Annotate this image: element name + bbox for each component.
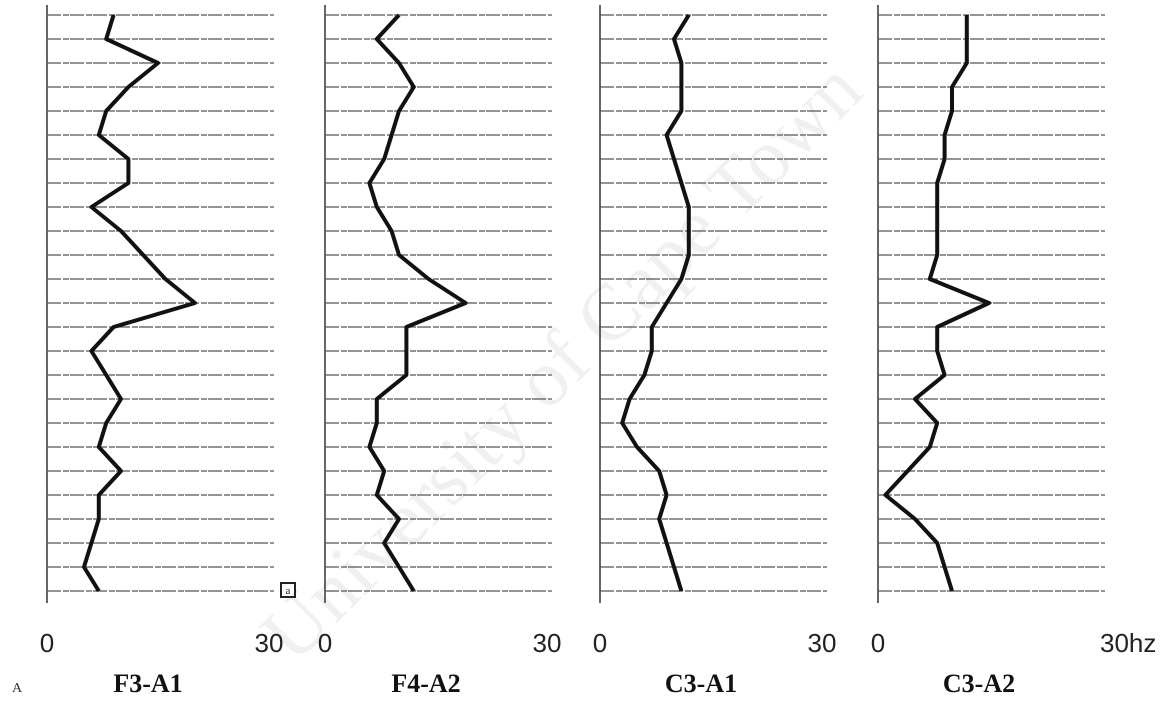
spectral-edge-line	[620, 13, 691, 592]
x-tick-label: 30hz	[1100, 628, 1156, 658]
panel-title: F3-A1	[113, 669, 182, 698]
panel-marker-box	[280, 582, 296, 598]
spectral-edge-line	[367, 13, 468, 593]
panel-title: C3-A2	[943, 669, 1015, 698]
x-tick-label: 30	[255, 628, 284, 658]
watermark: University of Cape Town	[245, 45, 879, 679]
x-tick-label: 0	[871, 628, 885, 658]
spectral-edge-line	[82, 14, 197, 593]
x-tick-label: 0	[40, 628, 54, 658]
x-tick-label: 30	[533, 628, 562, 658]
panel-marker: a	[286, 585, 291, 597]
figure-label: A	[12, 681, 23, 696]
x-tick-label: 0	[593, 628, 607, 658]
spectral-edge-line	[883, 15, 991, 592]
panel-title: F4-A2	[391, 669, 460, 698]
x-tick-label: 30	[808, 628, 837, 658]
x-tick-label: 0	[318, 628, 332, 658]
panel-title: C3-A1	[665, 669, 737, 698]
